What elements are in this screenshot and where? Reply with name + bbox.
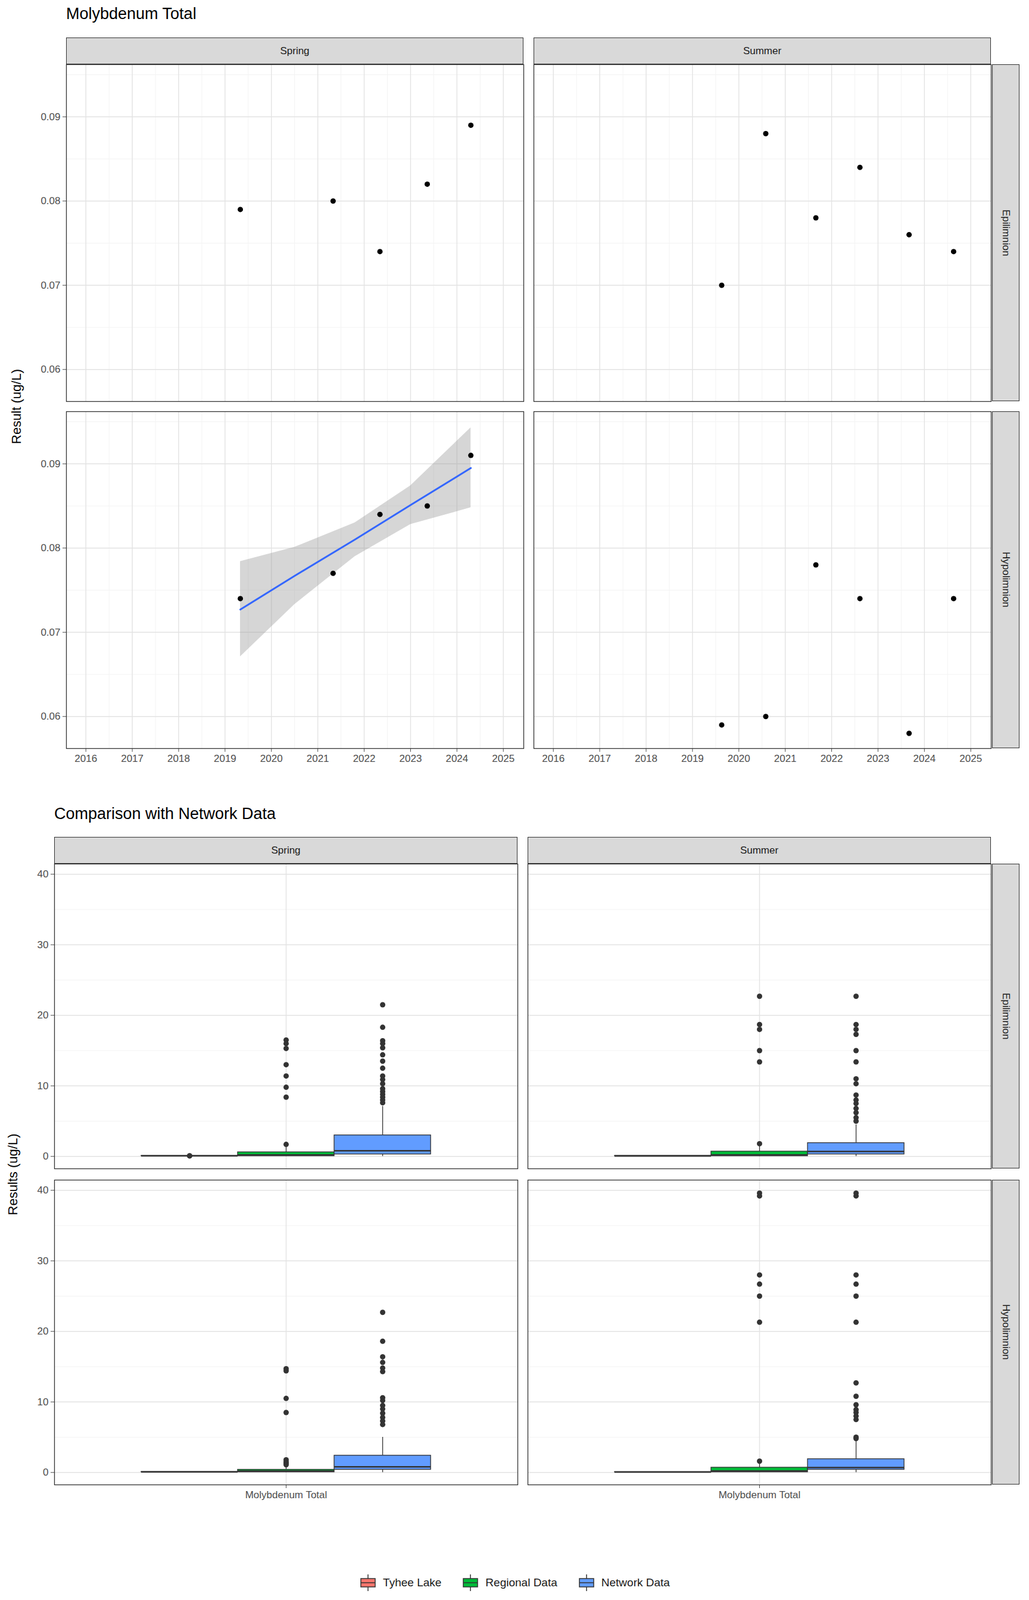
svg-text:40: 40 [37,1185,49,1197]
svg-text:0.08: 0.08 [40,195,61,207]
svg-text:2020: 2020 [260,753,283,765]
svg-text:0.07: 0.07 [40,279,61,292]
svg-text:2022: 2022 [820,753,844,765]
svg-text:2019: 2019 [213,753,237,765]
svg-text:0.09: 0.09 [40,458,61,470]
html-text:Network Data: Network Data [601,1576,670,1590]
svg-text:10: 10 [37,1397,49,1409]
html-text:Comparison with Network Data: Comparison with Network Data [54,805,276,823]
svg-text:0.09: 0.09 [40,111,61,123]
svg-text:2016: 2016 [74,753,98,765]
svg-text:2025: 2025 [491,753,515,765]
html-text:Spring: Spring [280,45,310,57]
svg-text:2021: 2021 [774,753,797,765]
svg-text:0.06: 0.06 [40,363,61,376]
svg-text:2024: 2024 [445,753,469,765]
svg-text:2017: 2017 [588,753,611,765]
html-text:Hypolimnion: Hypolimnion [1000,552,1012,608]
html-text:Spring: Spring [271,844,301,857]
svg-text:0: 0 [42,1151,49,1163]
svg-text:40: 40 [37,868,49,881]
svg-text:2022: 2022 [353,753,376,765]
svg-text:2025: 2025 [959,753,982,765]
html-text:Regional Data: Regional Data [485,1576,558,1590]
svg-text:30: 30 [37,1255,49,1268]
svg-text:Molybdenum Total: Molybdenum Total [245,1489,328,1502]
svg-text:2020: 2020 [727,753,751,765]
html-text:Summer: Summer [743,45,782,57]
svg-text:2017: 2017 [120,753,144,765]
svg-text:2018: 2018 [634,753,658,765]
svg-text:0.06: 0.06 [40,711,61,723]
html-text:Result (ug/L): Result (ug/L) [8,368,24,444]
svg-text:2023: 2023 [867,753,890,765]
svg-text:0: 0 [42,1467,49,1479]
svg-text:Molybdenum Total: Molybdenum Total [718,1489,801,1502]
html-text:Results (ug/L): Results (ug/L) [5,1133,21,1216]
svg-text:2018: 2018 [167,753,190,765]
svg-text:2019: 2019 [681,753,704,765]
html-text:Epilimnion: Epilimnion [1000,993,1012,1040]
svg-text:0.08: 0.08 [40,542,61,554]
svg-text:20: 20 [37,1009,49,1022]
svg-text:2023: 2023 [399,753,423,765]
svg-text:10: 10 [37,1080,49,1093]
svg-text:0.07: 0.07 [40,627,61,639]
html-text:Epilimnion: Epilimnion [1000,209,1012,257]
svg-text:2024: 2024 [912,753,936,765]
html-text:Tyhee Lake: Tyhee Lake [382,1576,442,1590]
svg-text:2016: 2016 [541,753,565,765]
html-text:Summer: Summer [740,844,779,857]
html-text:Hypolimnion: Hypolimnion [1000,1304,1012,1361]
html-text:Molybdenum Total: Molybdenum Total [66,4,197,23]
svg-text:30: 30 [37,939,49,951]
svg-text:20: 20 [37,1326,49,1338]
svg-text:2021: 2021 [306,753,330,765]
